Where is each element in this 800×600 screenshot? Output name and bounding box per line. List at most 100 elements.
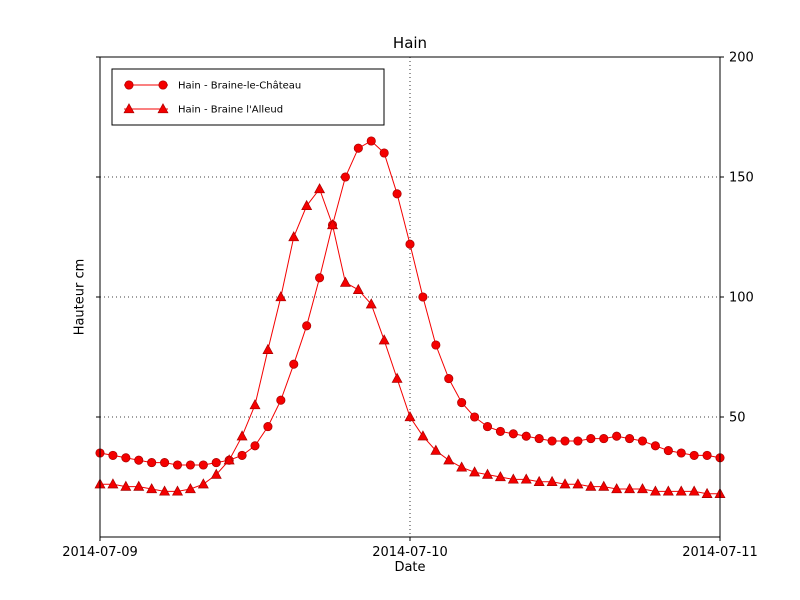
chart-title: Hain	[392, 34, 428, 52]
circle-marker	[650, 441, 660, 451]
circle-marker	[495, 426, 505, 436]
triangle-marker	[275, 291, 287, 302]
triangle-marker	[391, 372, 403, 383]
triangle-marker	[365, 298, 377, 309]
circle-marker	[676, 448, 686, 458]
circle-marker	[431, 340, 441, 350]
circle-marker	[612, 431, 622, 441]
circle-marker	[405, 239, 415, 249]
triangle-marker	[107, 478, 119, 489]
circle-marker	[250, 441, 260, 451]
triangle-marker	[378, 334, 390, 345]
triangle-marker	[482, 468, 493, 479]
triangle-marker	[327, 219, 338, 230]
circle-marker	[158, 80, 168, 90]
y-tick-label: 200	[729, 51, 754, 66]
circle-marker	[418, 292, 428, 302]
circle-marker	[172, 460, 183, 470]
triangle-marker	[417, 430, 429, 441]
legend-label: Hain - Braine l'Alleud	[178, 105, 283, 116]
circle-marker	[147, 458, 157, 468]
circle-marker	[353, 143, 363, 153]
circle-marker	[663, 446, 673, 456]
triangle-marker	[559, 478, 571, 489]
circle-marker	[263, 422, 273, 432]
triangle-marker	[301, 199, 313, 210]
triangle-marker	[133, 480, 145, 491]
y-axis-label: Hauteur cm	[72, 258, 88, 336]
triangle-marker	[469, 466, 481, 477]
triangle-marker	[637, 483, 648, 494]
triangle-marker	[507, 473, 519, 484]
triangle-marker	[533, 475, 545, 486]
circle-marker	[366, 136, 376, 146]
circle-marker	[521, 431, 531, 441]
triangle-marker	[675, 485, 687, 496]
triangle-marker	[494, 471, 506, 482]
triangle-marker	[120, 480, 132, 491]
circle-marker	[689, 450, 699, 460]
circle-marker	[637, 436, 648, 446]
triangle-marker	[572, 478, 584, 489]
legend-box	[111, 68, 385, 126]
circle-marker	[108, 450, 118, 460]
circle-marker	[482, 422, 493, 432]
circle-marker	[508, 429, 518, 439]
triangle-marker	[123, 103, 135, 114]
triangle-marker	[159, 485, 171, 496]
triangle-marker	[249, 399, 261, 410]
legend-label: Hain - Braine-le-Château	[178, 80, 301, 92]
triangle-marker	[404, 411, 416, 422]
y-tick-label: 100	[729, 291, 754, 306]
triangle-marker	[197, 478, 209, 489]
triangle-marker	[520, 473, 532, 484]
circle-marker	[315, 273, 325, 283]
circle-marker	[625, 434, 635, 444]
y-tick-label: 50	[729, 411, 746, 426]
circle-marker	[444, 374, 454, 384]
circle-marker	[379, 148, 389, 158]
triangle-marker	[688, 485, 700, 496]
triangle-marker	[184, 483, 196, 494]
x-tick-label: 2014-07-09	[62, 545, 138, 560]
triangle-marker	[172, 485, 183, 496]
triangle-marker	[339, 276, 351, 287]
x-tick-label: 2014-07-10	[372, 545, 448, 560]
circle-marker	[573, 436, 583, 446]
triangle-marker	[146, 483, 158, 494]
circle-marker	[211, 458, 221, 468]
triangle-marker	[236, 430, 248, 441]
circle-marker	[702, 450, 712, 460]
triangle-marker	[210, 468, 222, 479]
circle-marker	[586, 434, 596, 444]
triangle-marker	[352, 283, 364, 294]
triangle-marker	[585, 480, 597, 491]
triangle-marker	[443, 454, 455, 465]
triangle-marker	[262, 343, 274, 354]
triangle-marker	[430, 444, 442, 455]
triangle-marker	[701, 487, 713, 498]
circle-marker	[124, 80, 134, 90]
triangle-marker	[314, 183, 326, 194]
circle-marker	[121, 453, 131, 463]
circle-marker	[599, 434, 609, 444]
triangle-marker	[662, 485, 674, 496]
circle-marker	[340, 172, 350, 182]
triangle-marker	[649, 485, 661, 496]
circle-marker	[534, 434, 544, 444]
triangle-marker	[288, 231, 300, 242]
triangle-marker	[223, 454, 235, 465]
circle-marker	[289, 359, 299, 369]
triangle-marker	[456, 461, 468, 472]
circle-marker	[185, 460, 195, 470]
triangle-marker	[611, 483, 623, 494]
x-axis-label: Date	[394, 560, 426, 575]
circle-marker	[276, 395, 286, 405]
triangle-marker	[546, 475, 558, 486]
circle-marker	[392, 189, 402, 199]
circle-marker	[237, 450, 247, 460]
circle-marker	[302, 321, 312, 331]
circle-marker	[547, 436, 557, 446]
